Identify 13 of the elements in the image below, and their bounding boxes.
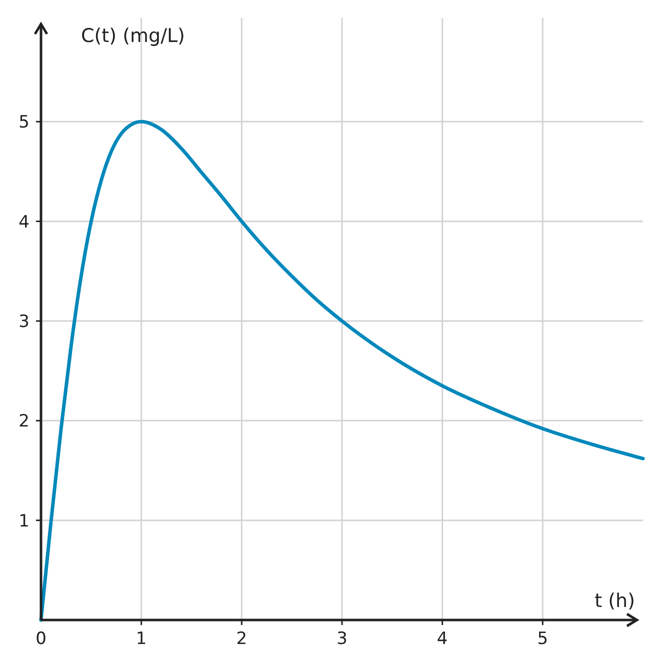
y-tick-label: 4 bbox=[18, 212, 30, 232]
x-tick-label: 1 bbox=[136, 629, 147, 649]
y-tick-label: 5 bbox=[18, 112, 30, 133]
x-tick-label: 4 bbox=[436, 629, 448, 649]
x-axis-title: t (h) bbox=[594, 590, 635, 612]
x-tick-label: 2 bbox=[236, 629, 248, 649]
y-tick-label: 2 bbox=[18, 412, 30, 432]
x-tick-label: 3 bbox=[336, 629, 348, 649]
y-tick-label: 1 bbox=[18, 511, 30, 532]
x-tick-label: 0 bbox=[36, 629, 46, 649]
y-axis-title: C(t) (mg/L) bbox=[81, 25, 185, 47]
x-tick-label: 5 bbox=[537, 629, 548, 649]
y-tick-label: 3 bbox=[18, 312, 30, 332]
